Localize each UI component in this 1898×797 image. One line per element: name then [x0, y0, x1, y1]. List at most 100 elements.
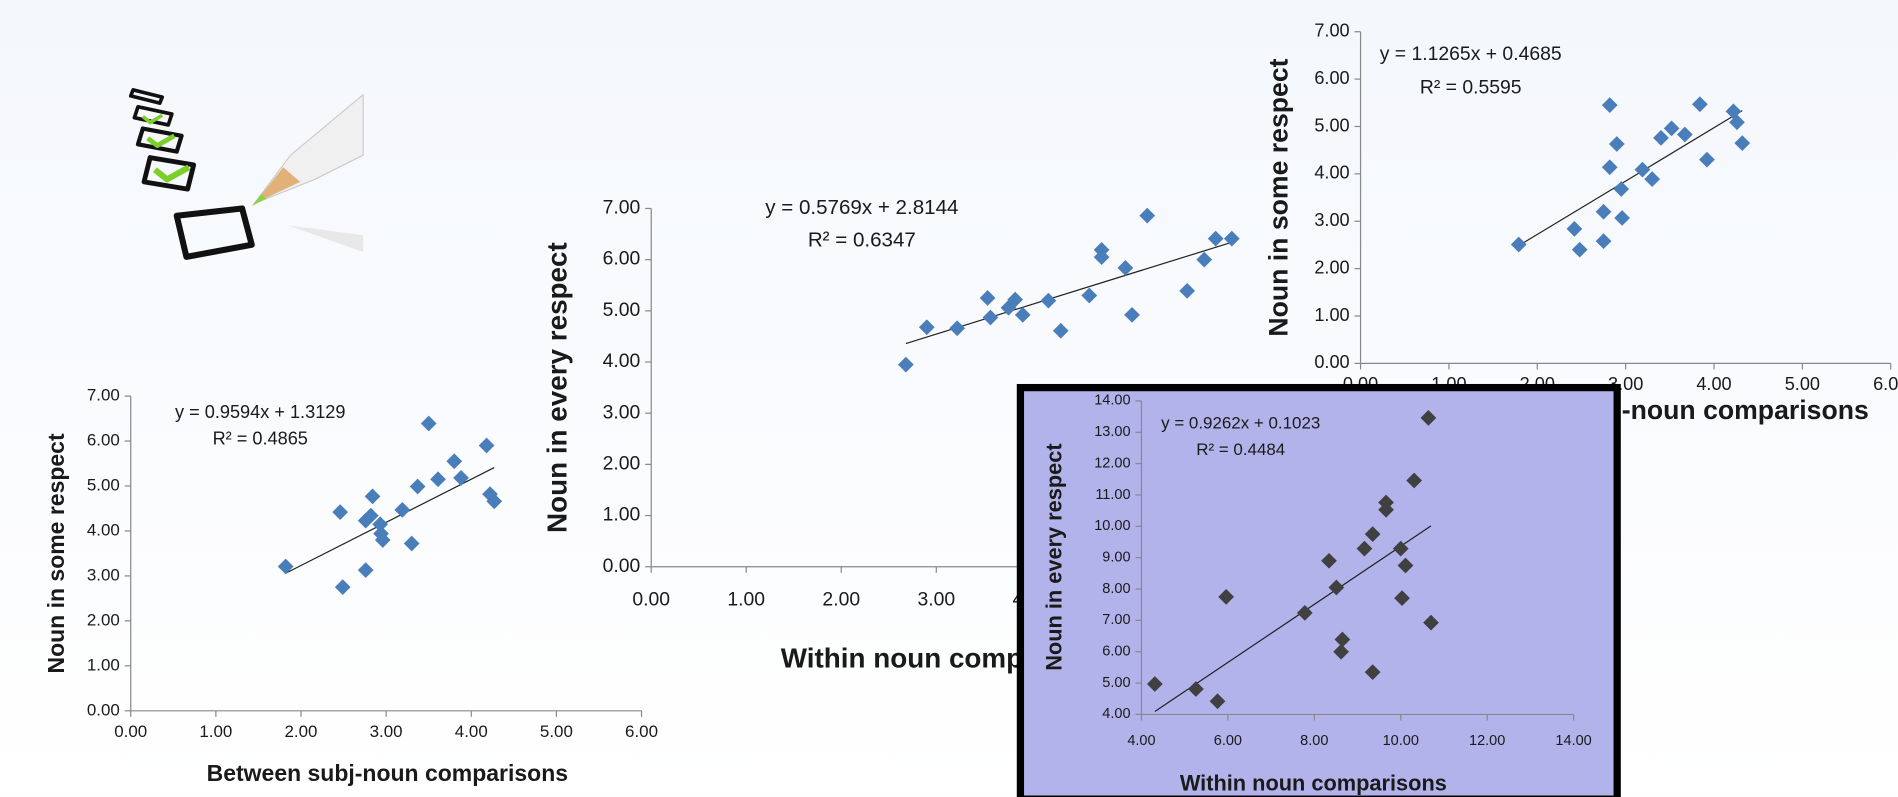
data-point	[1007, 291, 1024, 308]
y-tick-label: 8.00	[1102, 581, 1130, 597]
chart-panel: 0.00 1.00 2.00 3.00 4.00 5.00 6.00 7.00 0.00 1.00…	[43, 386, 658, 786]
x-tick-label: 3.00	[370, 722, 403, 741]
x-tick-label: 0.00	[632, 589, 670, 611]
data-point	[1595, 203, 1612, 220]
data-point	[1571, 241, 1588, 258]
r-squared: R² = 0.5595	[1420, 77, 1522, 99]
data-point	[1634, 161, 1651, 178]
y-tick-label: 2.00	[1314, 257, 1349, 277]
data-point	[1394, 590, 1410, 606]
r-squared: R² = 0.4865	[213, 428, 308, 448]
r-squared: R² = 0.4484	[1196, 440, 1285, 459]
y-tick-label: 9.00	[1102, 550, 1130, 566]
y-tick-label: 6.00	[603, 248, 641, 270]
data-point	[918, 319, 935, 336]
data-point	[1614, 210, 1630, 226]
trend-equation: y = 0.5769x + 2.8144	[765, 196, 958, 219]
y-tick-label: 4.00	[1314, 163, 1349, 183]
x-tick-label: 2.00	[285, 722, 318, 741]
y-tick-label: 7.00	[1102, 612, 1130, 628]
trendline	[285, 467, 495, 574]
data-point	[1334, 631, 1351, 648]
trendline	[1518, 110, 1743, 247]
data-point	[430, 471, 446, 488]
data-point	[1676, 126, 1693, 143]
data-point	[1356, 540, 1373, 557]
y-tick-label: 6.00	[87, 431, 120, 450]
data-point	[1223, 230, 1240, 247]
x-tick-label: 12.00	[1469, 733, 1505, 749]
y-tick-label: 0.00	[1314, 352, 1349, 372]
data-point	[979, 290, 996, 306]
y-tick-label: 10.00	[1094, 518, 1130, 534]
data-point	[1188, 681, 1204, 697]
y-tick-label: 5.00	[87, 475, 120, 494]
y-tick-label: 13.00	[1094, 424, 1130, 440]
data-point	[403, 535, 420, 552]
x-tick-label: 0.00	[114, 722, 147, 741]
y-tick-label: 3.00	[603, 401, 641, 423]
data-point	[1601, 159, 1618, 176]
data-point	[898, 356, 914, 373]
data-point	[446, 453, 463, 470]
data-point	[332, 504, 349, 520]
y-tick-label: 4.00	[603, 350, 641, 372]
x-tick-label: 6.00	[1873, 374, 1898, 394]
x-tick-label: 8.00	[1300, 733, 1328, 749]
y-tick-label: 6.00	[1314, 68, 1349, 88]
data-point	[357, 562, 374, 578]
trendline	[1154, 525, 1432, 712]
data-point	[1378, 501, 1394, 518]
data-point	[1510, 236, 1527, 253]
x-tick-label: 3.00	[917, 589, 955, 611]
data-point	[949, 320, 966, 337]
data-point	[394, 501, 411, 518]
data-point	[1729, 114, 1745, 131]
data-point	[1139, 207, 1156, 224]
y-axis-title: Noun in every respect	[1041, 443, 1066, 670]
data-point	[1040, 292, 1057, 309]
y-tick-label: 0.00	[603, 555, 641, 577]
x-tick-label: 5.00	[1785, 374, 1820, 394]
data-point	[374, 532, 391, 548]
y-tick-label: 0.00	[87, 700, 120, 719]
y-tick-label: 7.00	[1314, 21, 1349, 41]
y-tick-label: 5.00	[1102, 675, 1130, 691]
data-point	[453, 470, 469, 486]
x-tick-label: 10.00	[1383, 733, 1419, 749]
chart-panel: 4.00 5.00 6.00 7.00 8.00 9.00 10.00 11.00 12.00 1…	[1016, 383, 1621, 797]
y-tick-label: 4.00	[87, 520, 120, 539]
data-point	[334, 579, 351, 596]
y-tick-label: 12.00	[1094, 455, 1130, 471]
y-tick-label: 1.00	[1314, 305, 1349, 325]
x-tick-label: 6.00	[625, 722, 658, 741]
y-tick-label: 11.00	[1095, 487, 1130, 503]
data-point	[1209, 693, 1226, 710]
data-point	[1117, 259, 1134, 276]
x-tick-label: 4.00	[455, 722, 488, 741]
x-tick-label: 6.00	[1214, 733, 1242, 749]
panel-background	[1016, 383, 1621, 797]
y-tick-label: 5.00	[603, 299, 641, 321]
x-tick-label: 2.00	[822, 589, 860, 611]
y-tick-label: 7.00	[87, 386, 120, 405]
data-point	[1392, 540, 1409, 557]
trend-equation: y = 0.9594x + 1.3129	[175, 402, 345, 422]
y-tick-label: 1.00	[87, 655, 120, 674]
y-axis-title: Noun in some respect	[43, 433, 69, 673]
data-point	[1218, 588, 1235, 605]
y-tick-label: 4.00	[1102, 706, 1130, 722]
data-point	[1406, 472, 1423, 489]
x-axis-title: Between subj-noun comparisons	[207, 760, 568, 786]
data-point	[1196, 251, 1213, 268]
x-tick-label: 14.00	[1555, 733, 1591, 749]
y-tick-label: 3.00	[87, 565, 120, 584]
x-tick-label: 5.00	[540, 722, 573, 741]
data-point	[982, 309, 999, 326]
y-axis-title: Noun in some respect	[1264, 58, 1294, 336]
y-axis-title: Noun in every respect	[542, 242, 573, 533]
x-axis-title: Within noun comparisons	[1180, 770, 1447, 795]
x-tick-label: 4.00	[1696, 374, 1731, 394]
